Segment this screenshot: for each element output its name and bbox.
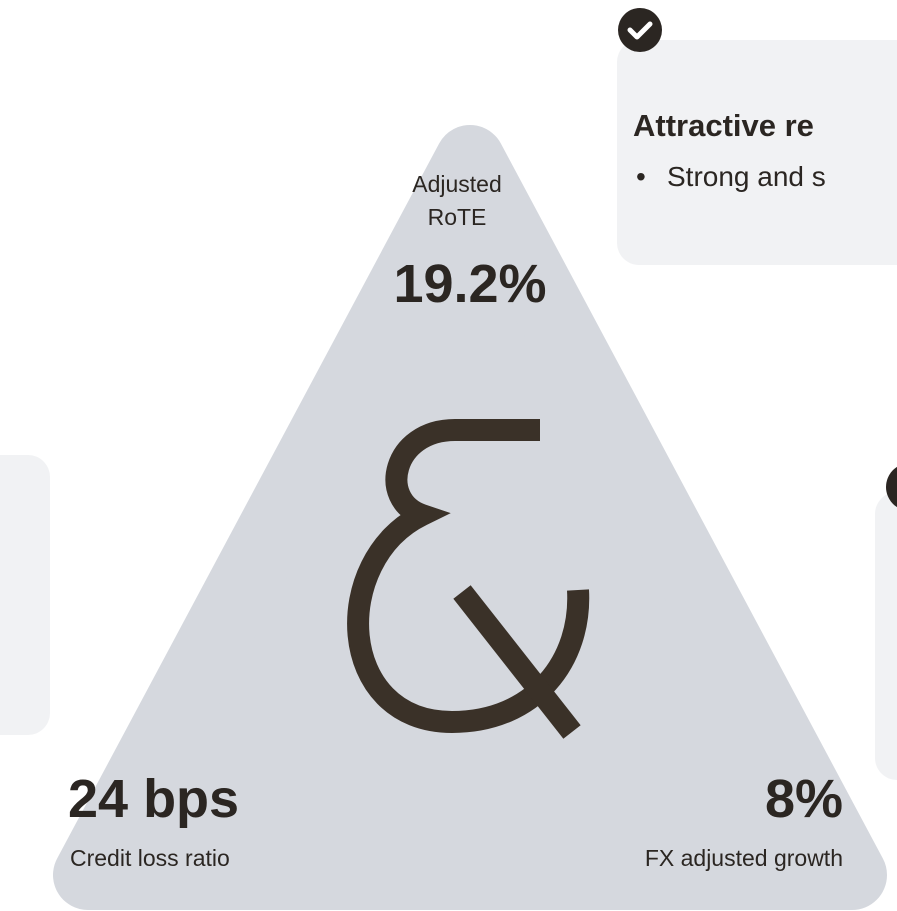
card-title: Attractive re — [633, 108, 814, 143]
left-card — [0, 455, 50, 735]
metric-label: FX adjusted growth — [645, 845, 843, 871]
metric-value: 24 bps — [68, 769, 239, 829]
metric-value: 19.2% — [393, 254, 546, 314]
metric-value: 8% — [765, 769, 843, 829]
right-icon — [886, 466, 897, 508]
top-card — [617, 40, 897, 265]
metric-label: RoTE — [428, 204, 487, 230]
card-bullet: • — [636, 161, 646, 192]
metric-label: Credit loss ratio — [70, 845, 230, 871]
card-text: Strong and s — [667, 161, 826, 192]
metric-label: Adjusted — [412, 171, 502, 197]
check-icon — [618, 8, 662, 52]
check-mark — [627, 21, 653, 40]
triangle — [53, 125, 887, 910]
right-card — [875, 492, 897, 780]
ampersand — [347, 419, 590, 739]
